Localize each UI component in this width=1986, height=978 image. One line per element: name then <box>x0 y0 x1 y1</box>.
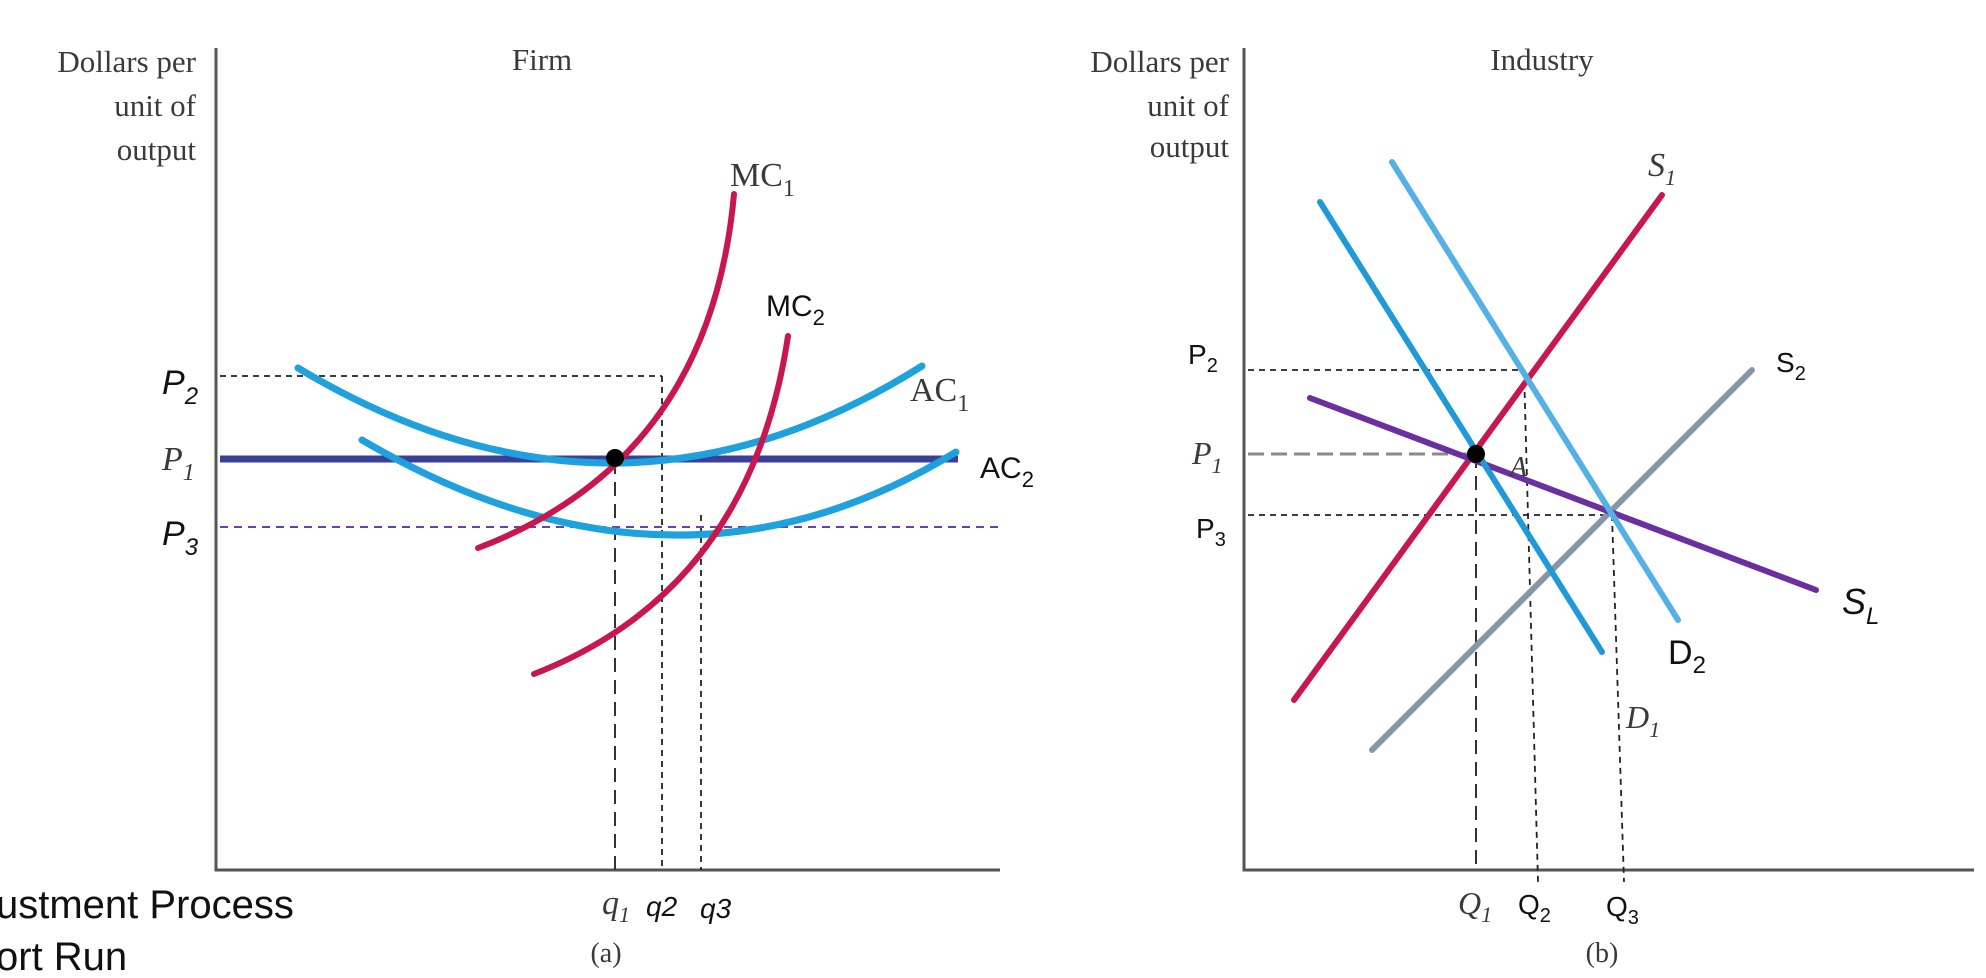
firm-panel-caption: (a) <box>590 938 621 969</box>
d1-label: D1 <box>1625 699 1660 742</box>
point-a-label: A <box>1508 452 1528 483</box>
d2-label: D2 <box>1668 634 1706 679</box>
sl-label: SL <box>1842 581 1879 630</box>
firm-p2-label: P2 <box>162 364 198 410</box>
industry-q1-label: Q1 <box>1458 885 1492 927</box>
mc2-label: MC2 <box>766 290 825 330</box>
ac1-curve <box>294 362 926 467</box>
industry-y-axis-label-line1: Dollars per <box>1090 44 1229 79</box>
industry-y-axis-label-line2: unit of <box>1147 88 1229 123</box>
firm-y-axis-label-line1: Dollars per <box>57 44 196 79</box>
industry-y-axis-label-line3: output <box>1150 129 1230 164</box>
firm-q2-label: q2 <box>646 891 678 922</box>
firm-q3-label: q3 <box>700 893 732 924</box>
industry-q3-dashed-line <box>1611 514 1625 883</box>
ac1-label: AC1 <box>910 372 969 417</box>
mc1-label: MC1 <box>730 157 795 202</box>
firm-p1-label: P1 <box>161 441 195 486</box>
industry-p1-label: P1 <box>1191 435 1223 478</box>
d2-curve <box>1389 159 1681 623</box>
industry-p2-label: P2 <box>1188 339 1218 377</box>
s2-curve <box>1369 367 1755 753</box>
firm-p3-label: P3 <box>162 515 199 561</box>
firm-q1-label: q1 <box>602 885 630 927</box>
slide-caption-line2: ort Run <box>0 935 127 978</box>
industry-panel-title: Industry <box>1490 42 1594 77</box>
firm-panel: Dollars per unit of output Firm MC1 MC2 … <box>57 42 1034 969</box>
industry-p3-label: P3 <box>1196 513 1226 551</box>
industry-panel: Dollars per unit of output Industry A S1… <box>1090 42 1974 969</box>
ac2-curve <box>358 436 960 539</box>
firm-y-axis-label-line2: unit of <box>114 88 196 123</box>
industry-q2-label: Q2 <box>1518 889 1551 927</box>
mc2-curve <box>531 333 791 677</box>
firm-y-axis-label-line3: output <box>117 132 197 167</box>
firm-axes <box>214 48 1000 872</box>
industry-axes <box>1242 48 1974 872</box>
s2-label: S2 <box>1776 347 1806 385</box>
industry-q2-dashed-line <box>1523 369 1539 883</box>
industry-panel-caption: (b) <box>1586 938 1619 969</box>
ac2-label: AC2 <box>980 452 1034 492</box>
firm-panel-title: Firm <box>512 42 572 77</box>
industry-q3-label: Q3 <box>1606 891 1639 929</box>
mc1-curve <box>475 191 737 551</box>
industry-point-a <box>1467 445 1485 463</box>
sl-curve <box>1307 395 1819 593</box>
s1-label: S1 <box>1648 147 1676 190</box>
slide-caption-line1: ustment Process <box>0 883 294 927</box>
d1-curve <box>1317 199 1605 655</box>
firm-equilibrium-point <box>606 449 624 467</box>
